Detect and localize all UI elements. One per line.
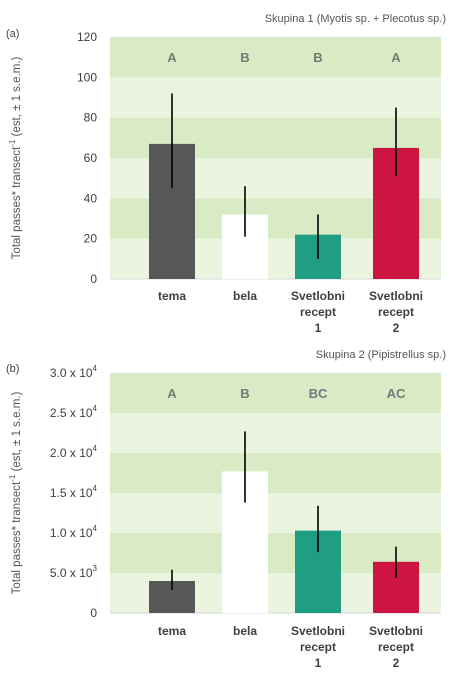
group-letter: B bbox=[313, 50, 322, 65]
y-tick-label: 3.0 x 104 bbox=[50, 364, 98, 380]
grid-band bbox=[110, 37, 441, 78]
grid-band bbox=[110, 453, 441, 493]
group-letter: AC bbox=[387, 386, 406, 401]
y-tick-label: 80 bbox=[84, 111, 98, 125]
category-label: bela bbox=[233, 624, 257, 638]
y-tick-label: 100 bbox=[77, 70, 97, 84]
chart-title: Skupina 1 (Myotis sp. + Plecotus sp.) bbox=[265, 13, 446, 25]
y-tick-label: 2.0 x 104 bbox=[50, 444, 98, 460]
y-tick-label: 1.0 x 104 bbox=[50, 524, 98, 540]
y-tick-label: 5.0 x 103 bbox=[50, 564, 98, 580]
y-tick-label: 2.5 x 104 bbox=[50, 404, 98, 420]
grid-band bbox=[110, 413, 441, 453]
y-axis-label: Total passes* transect-1 (est, ± 1 s.e.m… bbox=[8, 392, 23, 595]
category-label: Svetlobni bbox=[369, 289, 423, 303]
category-label: tema bbox=[158, 289, 186, 303]
category-label: recept bbox=[378, 305, 414, 319]
category-label: recept bbox=[378, 640, 414, 654]
panel-label: (a) bbox=[6, 28, 19, 40]
chart-panel-2: 0 5.0 x 103 1.0 x 104 1.5 x 104 2.0 x 104 2.5… bbox=[6, 349, 446, 670]
y-tick-label: 0 bbox=[90, 606, 97, 620]
y-tick-label: 40 bbox=[84, 191, 98, 205]
category-label: recept bbox=[300, 640, 336, 654]
category-label: recept bbox=[300, 305, 336, 319]
chart-title: Skupina 2 (Pipistrellus sp.) bbox=[316, 349, 446, 361]
group-letter: A bbox=[391, 50, 401, 65]
y-tick-label: 1.5 x 104 bbox=[50, 484, 98, 500]
group-letter: A bbox=[167, 386, 177, 401]
category-label: 2 bbox=[393, 656, 400, 670]
group-letter: A bbox=[167, 50, 177, 65]
grid-band bbox=[110, 373, 441, 413]
category-label: tema bbox=[158, 624, 186, 638]
y-tick-label: 60 bbox=[84, 151, 98, 165]
grid-band bbox=[110, 77, 441, 118]
y-axis-label: Total passes* transect-1 (est, ± 1 s.e.m… bbox=[8, 57, 23, 260]
y-tick-label: 20 bbox=[84, 232, 98, 246]
category-label: 1 bbox=[315, 656, 322, 670]
y-tick-label: 120 bbox=[77, 30, 97, 44]
grid-band bbox=[110, 493, 441, 533]
category-label: 1 bbox=[315, 321, 322, 335]
panel-label: (b) bbox=[6, 363, 19, 375]
category-label: bela bbox=[233, 289, 257, 303]
y-tick-label: 0 bbox=[90, 272, 97, 286]
category-label: Svetlobni bbox=[291, 289, 345, 303]
category-label: 2 bbox=[393, 321, 400, 335]
group-letter: BC bbox=[309, 386, 328, 401]
group-letter: B bbox=[240, 50, 249, 65]
category-label: Svetlobni bbox=[291, 624, 345, 638]
group-letter: B bbox=[240, 386, 249, 401]
category-label: Svetlobni bbox=[369, 624, 423, 638]
